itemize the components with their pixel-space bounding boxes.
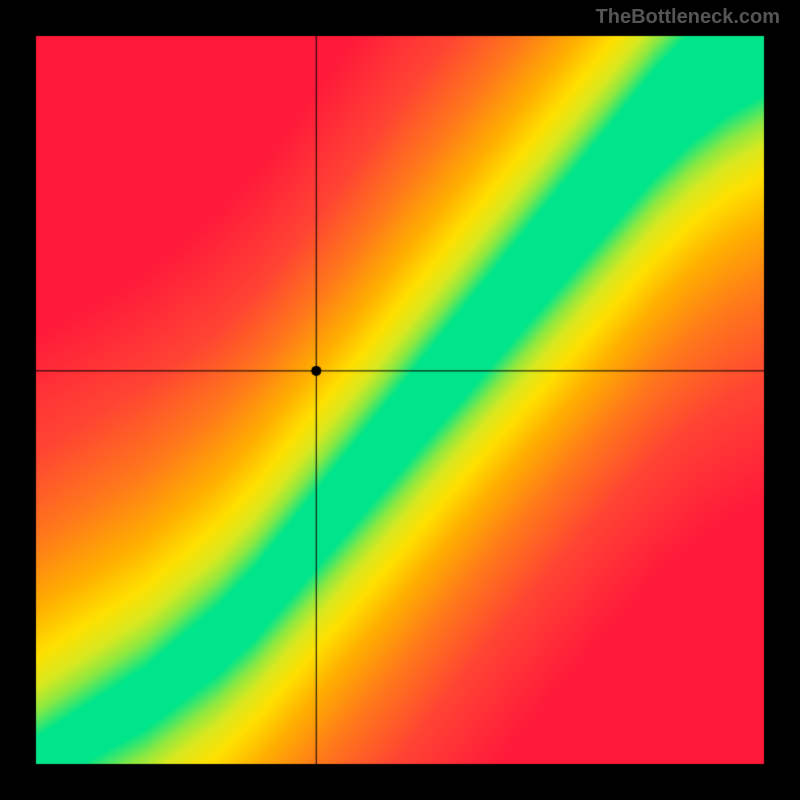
heatmap-canvas bbox=[0, 0, 800, 800]
chart-container: TheBottleneck.com bbox=[0, 0, 800, 800]
watermark-text: TheBottleneck.com bbox=[596, 6, 780, 29]
